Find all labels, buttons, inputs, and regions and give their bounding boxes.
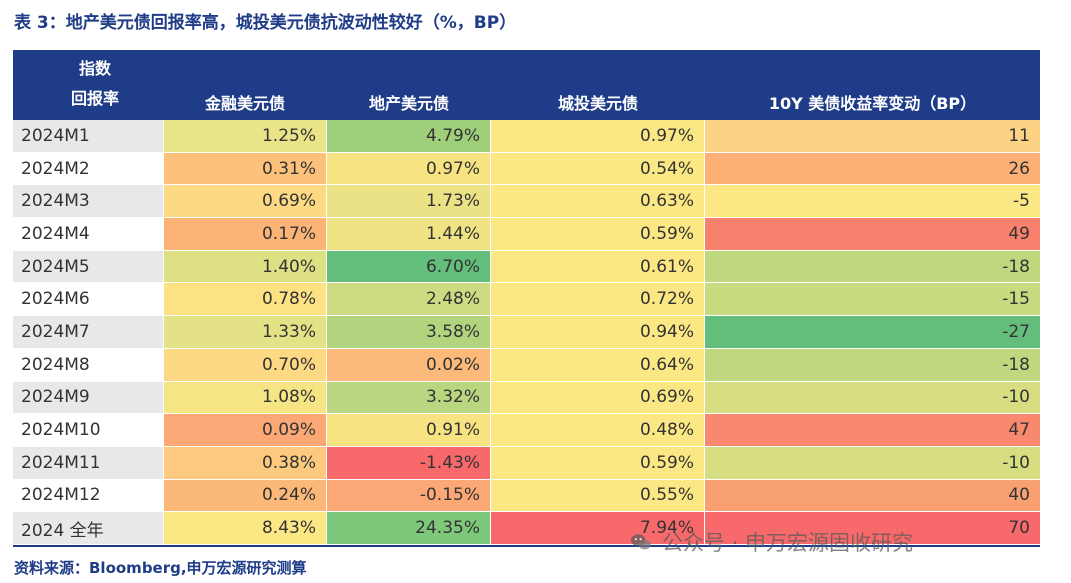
value-cell: 0.61% bbox=[490, 250, 704, 283]
row-label: 2024 全年 bbox=[13, 512, 163, 544]
value-cell: -27 bbox=[704, 316, 1040, 348]
value-cell: 26 bbox=[704, 152, 1040, 185]
row-label: 2024M4 bbox=[13, 218, 163, 250]
value-cell: 0.97% bbox=[490, 120, 704, 152]
table-row: 2024M6 0.78% 2.48% 0.72% -15 bbox=[13, 283, 1040, 317]
value-cell: 1.08% bbox=[163, 381, 326, 414]
value-cell: 8.43% bbox=[163, 512, 326, 544]
value-cell: 0.55% bbox=[490, 479, 704, 512]
table-row: 2024M9 1.08% 3.32% 0.69% -10 bbox=[13, 381, 1040, 415]
value-cell: 1.40% bbox=[163, 250, 326, 283]
header-index: 指数 回报率 bbox=[53, 54, 137, 114]
value-cell: 0.64% bbox=[490, 348, 704, 381]
value-cell: -1.43% bbox=[326, 446, 490, 479]
value-cell: 0.91% bbox=[326, 414, 490, 446]
data-table: 指数 回报率 金融美元债 地产美元债 城投美元债 10Y 美债收益率变动（BP）… bbox=[13, 50, 1040, 547]
value-cell: 47 bbox=[704, 414, 1040, 446]
value-cell: 0.72% bbox=[490, 283, 704, 316]
value-cell: 1.25% bbox=[163, 120, 326, 152]
table-row: 2024M11 0.38% -1.43% 0.59% -10 bbox=[13, 446, 1040, 480]
row-label: 2024M12 bbox=[13, 479, 163, 512]
table-header: 指数 回报率 金融美元债 地产美元债 城投美元债 10Y 美债收益率变动（BP） bbox=[13, 50, 1040, 120]
header-financial: 金融美元债 bbox=[204, 94, 285, 113]
value-cell: 24.35% bbox=[326, 512, 490, 544]
row-label: 2024M9 bbox=[13, 381, 163, 414]
value-cell: 0.02% bbox=[326, 348, 490, 381]
value-cell: 0.59% bbox=[490, 446, 704, 479]
row-label: 2024M6 bbox=[13, 283, 163, 316]
value-cell: -10 bbox=[704, 446, 1040, 479]
value-cell: 0.63% bbox=[490, 185, 704, 218]
table-row: 2024M7 1.33% 3.58% 0.94% -27 bbox=[13, 316, 1040, 349]
value-cell: 3.32% bbox=[326, 381, 490, 414]
table-row: 2024M5 1.40% 6.70% 0.61% -18 bbox=[13, 250, 1040, 284]
value-cell: 0.97% bbox=[326, 152, 490, 185]
value-cell: 11 bbox=[704, 120, 1040, 152]
header-property: 地产美元债 bbox=[368, 94, 449, 113]
table-title: 表 3：地产美元债回报率高，城投美元债抗波动性较好（%，BP） bbox=[14, 13, 517, 33]
table-row: 2024 全年 8.43% 24.35% 7.94% 70 bbox=[13, 512, 1040, 545]
value-cell: 0.70% bbox=[163, 348, 326, 381]
value-cell: 2.48% bbox=[326, 283, 490, 316]
table-row: 2024M12 0.24% -0.15% 0.55% 40 bbox=[13, 479, 1040, 513]
header-ust-change: 10Y 美债收益率变动（BP） bbox=[768, 94, 977, 113]
source-note: 资料来源：Bloomberg,申万宏源研究测算 bbox=[14, 559, 307, 577]
table-row: 2024M10 0.09% 0.91% 0.48% 47 bbox=[13, 414, 1040, 447]
row-label: 2024M5 bbox=[13, 250, 163, 283]
value-cell: 49 bbox=[704, 218, 1040, 250]
value-cell: 40 bbox=[704, 479, 1040, 512]
value-cell: 1.33% bbox=[163, 316, 326, 348]
value-cell: 0.94% bbox=[490, 316, 704, 348]
table-bottom-rule bbox=[13, 544, 1040, 547]
row-label: 2024M2 bbox=[13, 152, 163, 185]
header-index-line2: 回报率 bbox=[70, 89, 119, 108]
value-cell: -10 bbox=[704, 381, 1040, 414]
table-body: 2024M1 1.25% 4.79% 0.97% 11 2024M2 0.31% 0.97% 0… bbox=[13, 120, 1040, 545]
value-cell: 4.79% bbox=[326, 120, 490, 152]
value-cell: 7.94% bbox=[490, 512, 704, 544]
value-cell: 3.58% bbox=[326, 316, 490, 348]
value-cell: 0.78% bbox=[163, 283, 326, 316]
value-cell: 0.54% bbox=[490, 152, 704, 185]
value-cell: 0.17% bbox=[163, 218, 326, 250]
value-cell: 6.70% bbox=[326, 250, 490, 283]
value-cell: 0.69% bbox=[490, 381, 704, 414]
row-label: 2024M1 bbox=[13, 120, 163, 152]
table-row: 2024M3 0.69% 1.73% 0.63% -5 bbox=[13, 185, 1040, 219]
row-label: 2024M11 bbox=[13, 446, 163, 479]
value-cell: 0.31% bbox=[163, 152, 326, 185]
table-row: 2024M1 1.25% 4.79% 0.97% 11 bbox=[13, 120, 1040, 153]
value-cell: -18 bbox=[704, 348, 1040, 381]
header-lgfv: 城投美元债 bbox=[557, 94, 638, 113]
value-cell: 0.38% bbox=[163, 446, 326, 479]
value-cell: 0.24% bbox=[163, 479, 326, 512]
value-cell: 1.73% bbox=[326, 185, 490, 218]
value-cell: -18 bbox=[704, 250, 1040, 283]
table-row: 2024M4 0.17% 1.44% 0.59% 49 bbox=[13, 218, 1040, 251]
row-label: 2024M7 bbox=[13, 316, 163, 348]
row-label: 2024M8 bbox=[13, 348, 163, 381]
value-cell: 0.69% bbox=[163, 185, 326, 218]
value-cell: 0.48% bbox=[490, 414, 704, 446]
row-label: 2024M10 bbox=[13, 414, 163, 446]
value-cell: 1.44% bbox=[326, 218, 490, 250]
watermark-text: 公众号 · 申万宏源固收研究 bbox=[662, 531, 914, 555]
value-cell: 70 bbox=[704, 512, 1040, 544]
value-cell: -15 bbox=[704, 283, 1040, 316]
value-cell: 0.59% bbox=[490, 218, 704, 250]
value-cell: -0.15% bbox=[326, 479, 490, 512]
table-row: 2024M8 0.70% 0.02% 0.64% -18 bbox=[13, 348, 1040, 382]
header-index-line1: 指数 bbox=[78, 59, 111, 78]
value-cell: 0.09% bbox=[163, 414, 326, 446]
wechat-icon bbox=[630, 534, 651, 550]
watermark: 公众号 · 申万宏源固收研究 bbox=[630, 527, 913, 557]
row-label: 2024M3 bbox=[13, 185, 163, 218]
value-cell: -5 bbox=[704, 185, 1040, 218]
table-row: 2024M2 0.31% 0.97% 0.54% 26 bbox=[13, 152, 1040, 186]
